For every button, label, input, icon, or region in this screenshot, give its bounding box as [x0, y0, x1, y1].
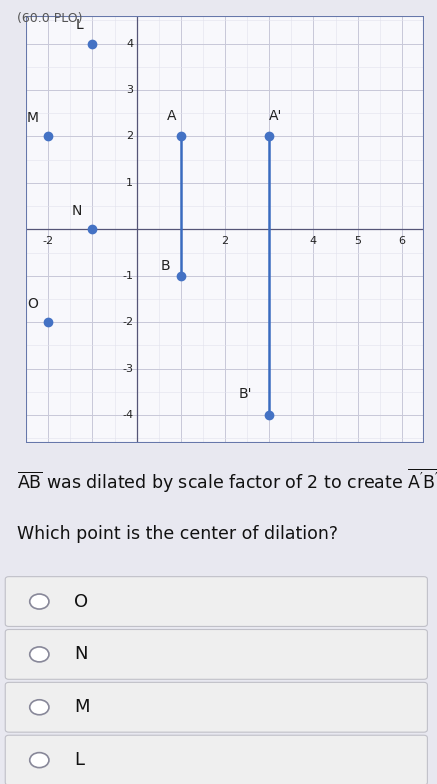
Text: 3: 3 [126, 85, 133, 95]
Text: N: N [74, 645, 88, 663]
Circle shape [30, 647, 49, 662]
FancyBboxPatch shape [5, 577, 427, 626]
Text: 2: 2 [126, 132, 133, 141]
Text: 1: 1 [126, 178, 133, 188]
Text: M: M [74, 699, 90, 717]
FancyBboxPatch shape [5, 735, 427, 784]
Text: N: N [72, 204, 82, 218]
Text: 4: 4 [310, 236, 317, 246]
Text: L: L [75, 18, 83, 32]
Text: 2: 2 [222, 236, 229, 246]
Text: -1: -1 [122, 270, 133, 281]
Text: A': A' [269, 108, 283, 122]
Text: -2: -2 [43, 236, 54, 246]
Text: B': B' [238, 387, 252, 401]
Text: M: M [27, 111, 39, 125]
Text: -4: -4 [122, 410, 133, 420]
Text: -3: -3 [122, 364, 133, 374]
Text: $\overline{\mathregular{AB}}$ was dilated by scale factor of 2 to create $\overl: $\overline{\mathregular{AB}}$ was dilate… [17, 466, 437, 495]
Text: 5: 5 [354, 236, 361, 246]
Text: O: O [74, 593, 88, 611]
FancyBboxPatch shape [5, 682, 427, 732]
Text: A: A [167, 108, 177, 122]
Text: L: L [74, 751, 84, 769]
Text: 4: 4 [126, 38, 133, 49]
Text: Which point is the center of dilation?: Which point is the center of dilation? [17, 524, 339, 543]
Circle shape [30, 753, 49, 768]
Text: B: B [160, 260, 170, 274]
FancyBboxPatch shape [5, 630, 427, 679]
Circle shape [30, 594, 49, 609]
Text: 6: 6 [398, 236, 405, 246]
Text: O: O [28, 296, 38, 310]
Circle shape [30, 700, 49, 715]
Text: -2: -2 [122, 318, 133, 327]
Text: (60.0 PLO): (60.0 PLO) [17, 12, 83, 25]
